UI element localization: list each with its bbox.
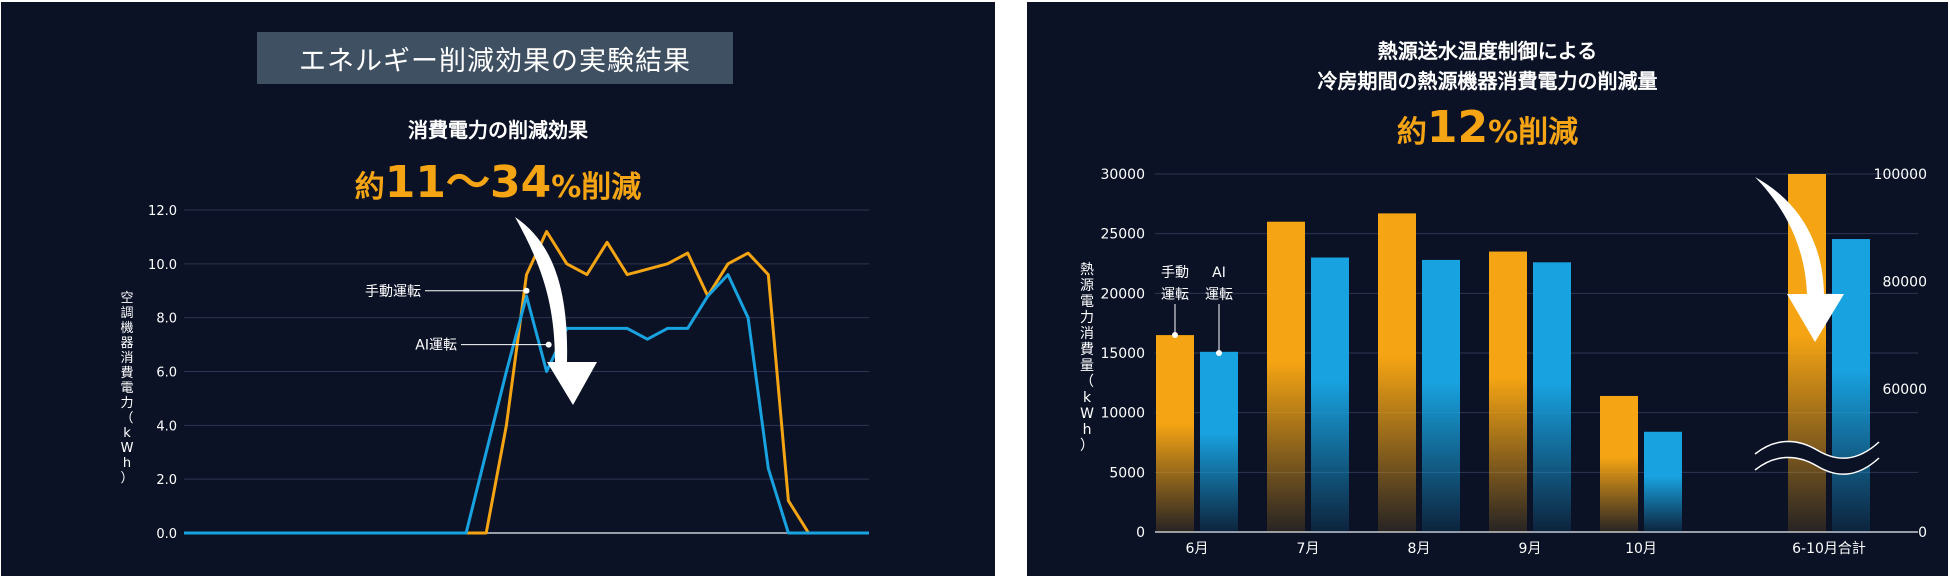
y2-tick-label: 80000 — [1882, 275, 1927, 291]
headline-prefix: 約 — [1396, 115, 1427, 150]
headline-value: 12 — [1426, 102, 1489, 153]
panel-title: エネルギー削減効果の実験結果 — [257, 32, 733, 84]
y2-tick-label: 100000 — [1874, 167, 1927, 183]
manual-operation-annotation: 手動運転 — [365, 284, 421, 300]
y-axis-label-char: 消 — [120, 351, 133, 366]
y-tick-label: 8.0 — [156, 312, 177, 327]
decrease-arrow-icon — [515, 217, 597, 405]
ai-operation-bar — [1200, 351, 1238, 532]
reduction-headline: 約12%削減 — [1027, 102, 1948, 153]
y-axis-label-char: （ — [120, 411, 133, 426]
x-tick-label: 6月 — [1186, 541, 1209, 557]
headline-unit: % — [1488, 115, 1519, 150]
reduction-headline: 約11〜34%削減 — [1, 146, 995, 210]
y-axis-label-char: ） — [1080, 438, 1094, 454]
bar-chart: 0 5000 10000 15000 20000 25000 30000 熱源電力消費量（kW… — [1080, 167, 1927, 557]
manual-operation-bar — [1156, 335, 1194, 532]
legend-dot — [1172, 332, 1178, 338]
y-axis-label-char: ） — [120, 471, 133, 486]
manual-operation-bar — [1489, 251, 1527, 533]
manual-operation-bar — [1378, 213, 1416, 532]
y-tick-label: 30000 — [1100, 167, 1145, 183]
y-axis-label-char: 電 — [1080, 294, 1094, 310]
manual-operation-label: 手動 — [1161, 265, 1189, 281]
annotation-dot — [523, 287, 530, 294]
y-axis-label-char: 調 — [120, 306, 133, 321]
y-tick-label: 2.0 — [156, 473, 177, 488]
headline-suffix: 削減 — [1518, 115, 1579, 150]
ai-operation-label: 運転 — [1205, 287, 1233, 303]
y-axis-label-char: k — [123, 426, 131, 441]
y-axis-label-char: 消 — [1080, 326, 1094, 342]
x-tick-label: 10月 — [1625, 541, 1657, 557]
y-tick-label: 25000 — [1100, 227, 1145, 243]
y-axis-label-char: 源 — [1080, 278, 1094, 294]
headline-value: 11〜34 — [384, 157, 552, 208]
y-axis-label-char: h — [1083, 422, 1092, 438]
y-tick-label: 5000 — [1109, 465, 1145, 481]
ai-operation-bar — [1533, 262, 1571, 532]
y-axis-label-char: h — [123, 456, 131, 471]
headline-suffix: 削減 — [581, 170, 642, 205]
y-axis-label-char: 空 — [120, 291, 133, 306]
y-axis-label-char: 力 — [1080, 310, 1094, 326]
headline-prefix: 約 — [354, 170, 385, 205]
legend-dot — [1216, 350, 1222, 356]
y-axis-label-char: 電 — [120, 381, 133, 396]
y-axis-label-char: 費 — [1080, 342, 1094, 358]
ai-operation-annotation: AI運転 — [415, 338, 457, 354]
axis-break-line — [1754, 456, 1880, 475]
y-axis-label-char: （ — [1080, 374, 1094, 390]
y-axis-label-char: k — [1083, 390, 1092, 406]
ai-operation-label: AI — [1212, 265, 1226, 281]
y-axis-label-char: 熱 — [1080, 262, 1094, 278]
y-tick-label: 10.0 — [148, 258, 177, 273]
y-tick-label: 0.0 — [156, 527, 177, 542]
y-axis-label-char: 費 — [120, 366, 133, 381]
ai-operation-line — [184, 273, 869, 535]
manual-operation-bar — [1600, 395, 1638, 532]
y2-tick-label: 60000 — [1882, 382, 1927, 398]
y-tick-label: 10000 — [1100, 406, 1145, 422]
x-tick-label: 8月 — [1408, 541, 1431, 557]
y2-tick-label: 0 — [1918, 525, 1927, 541]
x-tick-label: 9月 — [1519, 541, 1542, 557]
y-tick-label: 15000 — [1100, 346, 1145, 362]
total-ai-operation-bar — [1832, 239, 1870, 532]
y-tick-label: 0 — [1136, 525, 1145, 541]
ai-operation-bar — [1422, 259, 1460, 532]
chart-subtitle: 消費電力の削減効果 — [408, 118, 588, 142]
y-tick-label: 6.0 — [156, 366, 177, 381]
manual-operation-bar — [1267, 221, 1305, 532]
y-axis-label-char: W — [121, 441, 134, 456]
y-tick-label: 12.0 — [148, 204, 177, 219]
y-tick-label: 20000 — [1100, 286, 1145, 302]
x-tick-label: 7月 — [1297, 541, 1320, 557]
ai-operation-bar — [1644, 431, 1682, 532]
y-axis-label-char: 機 — [120, 321, 133, 336]
axis-break-line — [1754, 440, 1880, 459]
left-panel: エネルギー削減効果の実験結果 消費電力の削減効果 約11〜34%削減 0.0 2.… — [1, 2, 995, 576]
chart-subtitle-line2: 冷房期間の熱源機器消費電力の削減量 — [1317, 69, 1658, 93]
x-tick-label: 6-10月合計 — [1792, 541, 1866, 557]
axis-break-mark — [1755, 441, 1879, 475]
manual-operation-line — [184, 230, 869, 535]
right-panel: 熱源送水温度制御による 冷房期間の熱源機器消費電力の削減量 約12%削減 0 50… — [1027, 2, 1948, 576]
y-axis-label-char: W — [1080, 406, 1094, 422]
y-axis-label-char: 器 — [120, 336, 133, 351]
headline-unit: % — [551, 170, 582, 205]
y-tick-label: 4.0 — [156, 419, 177, 434]
y-axis-label-char: 量 — [1080, 358, 1094, 374]
decrease-arrow-icon — [1755, 177, 1844, 342]
manual-operation-label: 運転 — [1161, 287, 1189, 303]
ai-operation-bar — [1311, 257, 1349, 532]
y-axis-label-char: 力 — [120, 396, 133, 411]
chart-subtitle-line1: 熱源送水温度制御による — [1377, 39, 1598, 63]
annotation-dot — [545, 341, 552, 348]
